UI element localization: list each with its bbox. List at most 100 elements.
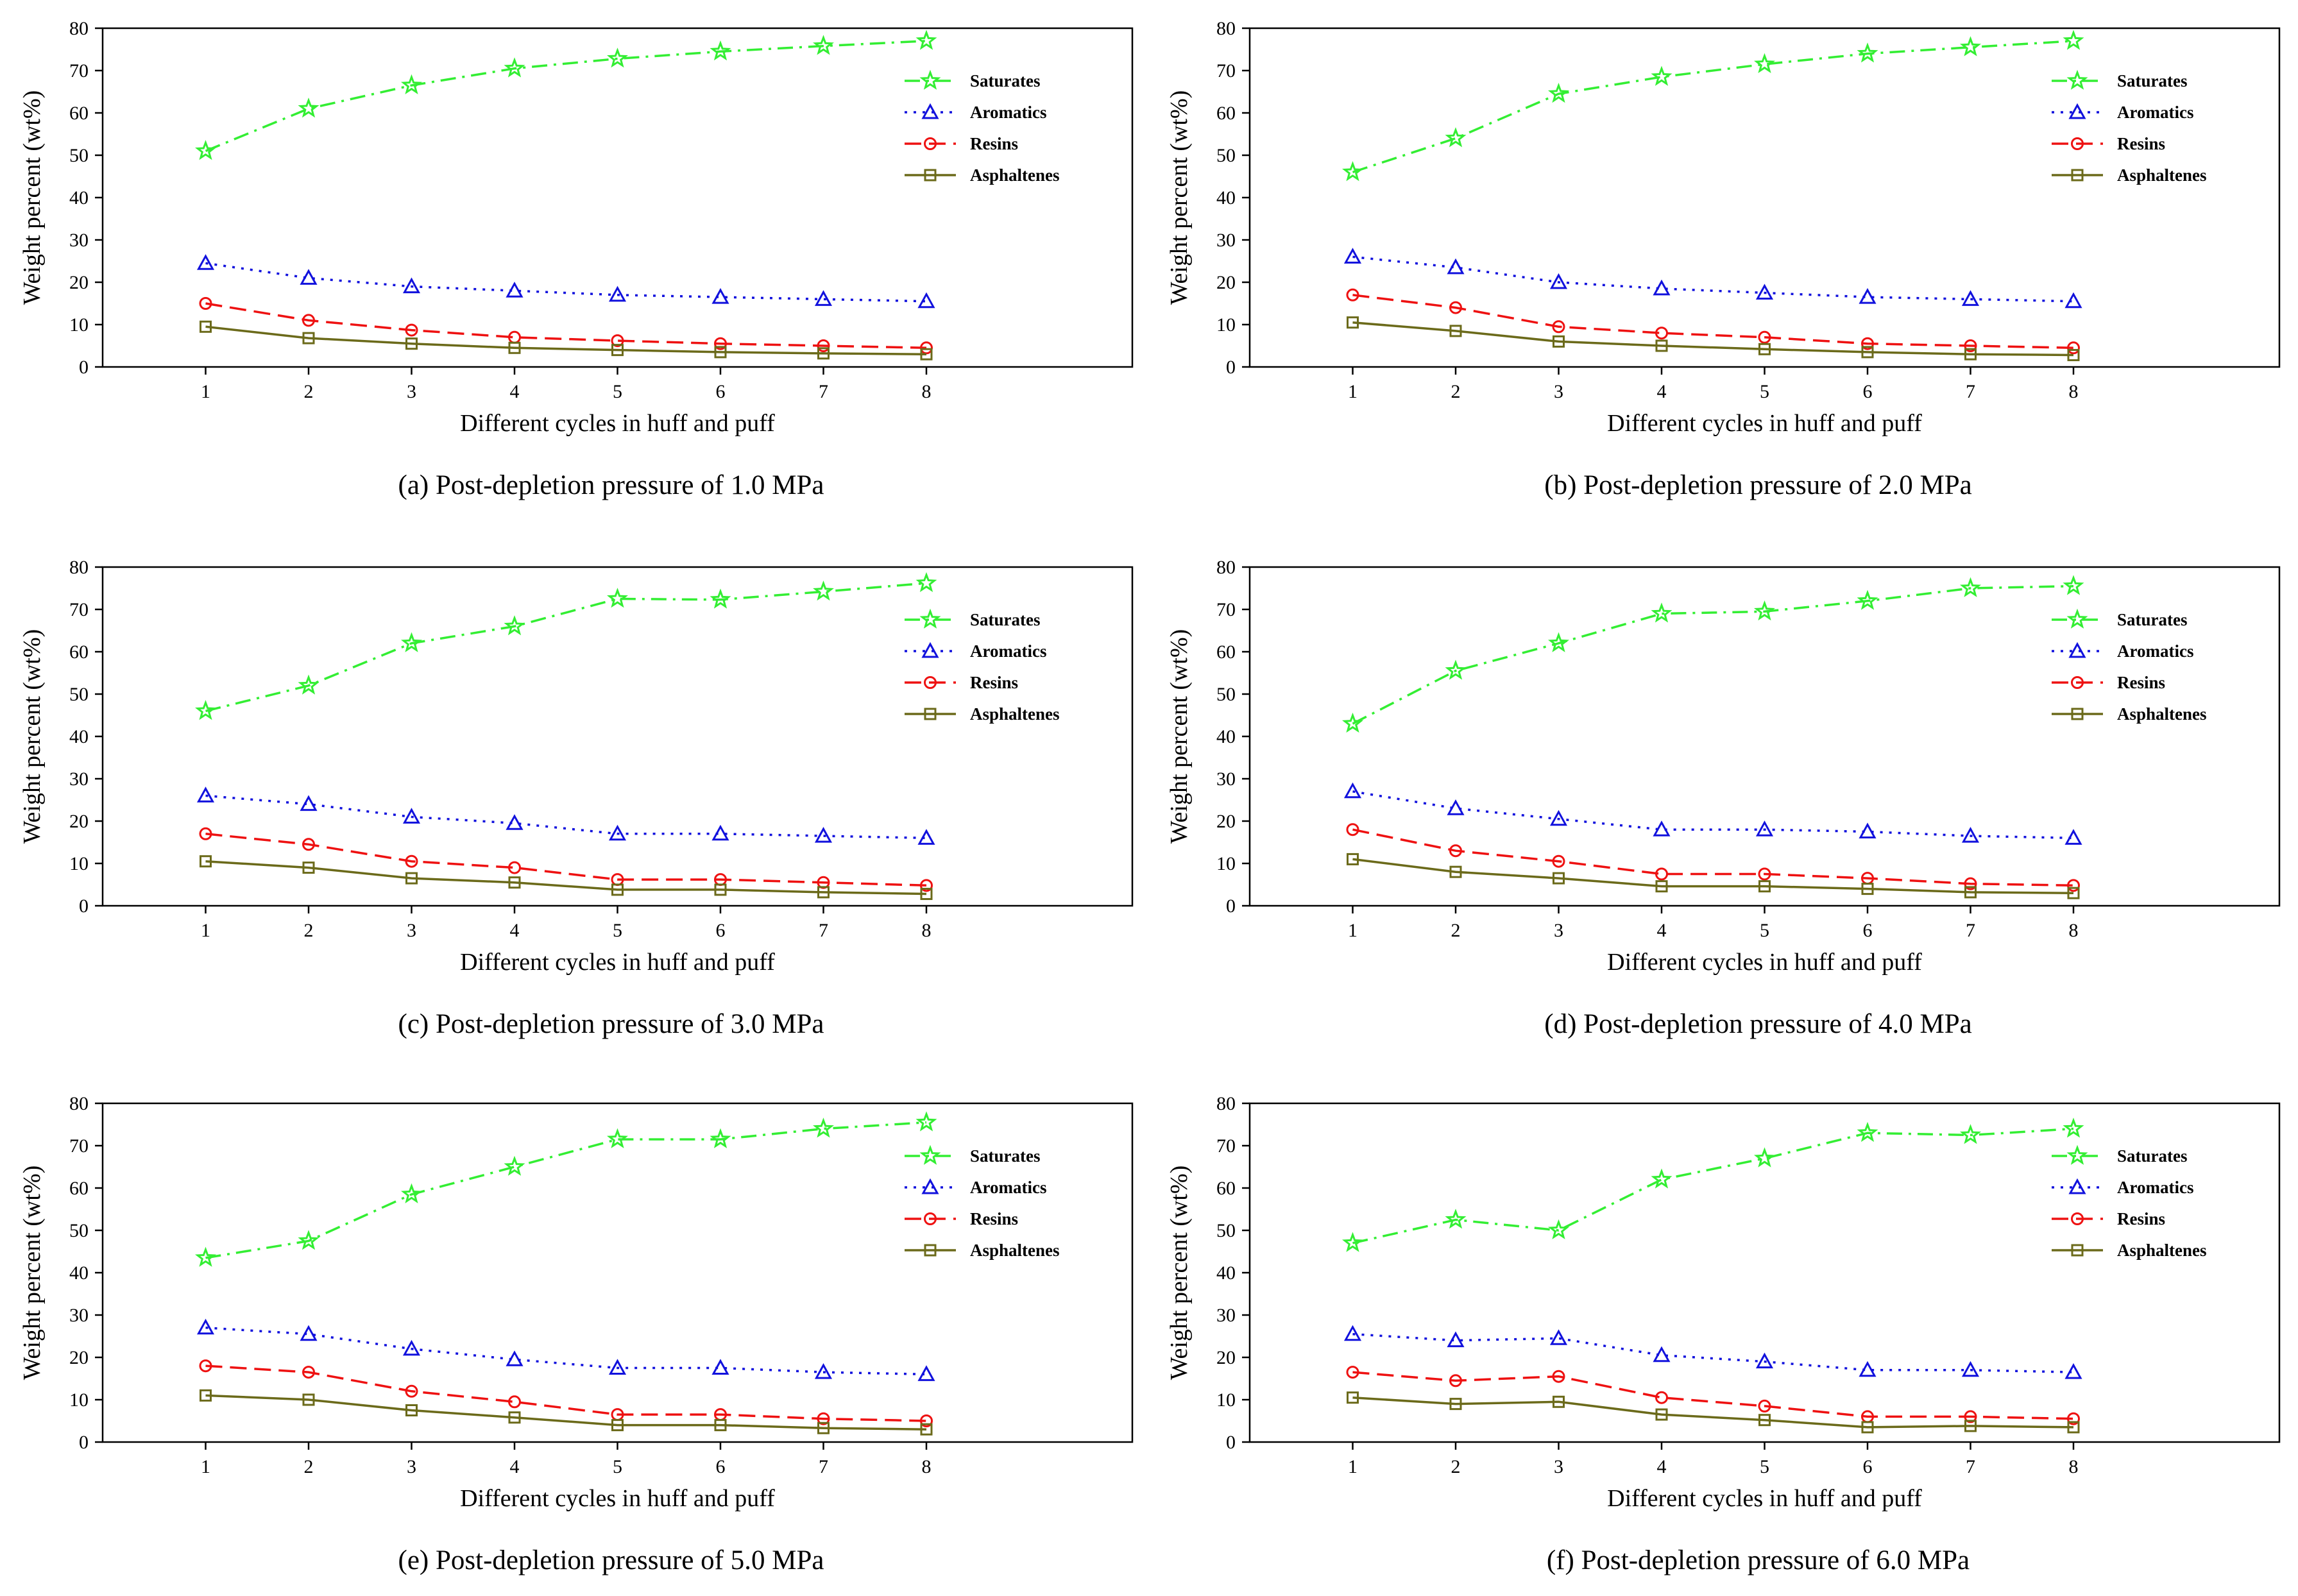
x-tick-label: 1 <box>1348 381 1358 402</box>
y-tick-label: 50 <box>69 684 89 705</box>
data-point-saturates <box>1754 53 1775 74</box>
data-point-saturates <box>1960 577 1981 597</box>
data-point-aromatics <box>1653 279 1671 296</box>
x-tick-label: 8 <box>922 381 932 402</box>
x-tick-label: 6 <box>716 381 726 402</box>
y-tick-label: 0 <box>79 1432 89 1453</box>
x-tick-label: 3 <box>407 381 416 402</box>
data-point-asphaltenes <box>1553 1395 1565 1408</box>
x-tick-label: 2 <box>1451 920 1461 941</box>
data-point-asphaltenes <box>1449 1398 1462 1411</box>
x-tick-label: 6 <box>716 1456 726 1477</box>
y-tick-label: 30 <box>69 1305 89 1326</box>
legend-label-aromatics: Aromatics <box>970 103 1046 122</box>
legend-marker-asphaltenes <box>924 708 937 720</box>
data-point-aromatics <box>814 1363 833 1379</box>
x-tick-label: 5 <box>1760 1456 1769 1477</box>
x-tick-label: 1 <box>1348 920 1358 941</box>
y-tick-label: 30 <box>1216 768 1236 790</box>
x-tick-label: 3 <box>407 1456 416 1477</box>
y-tick-label: 20 <box>1216 272 1236 293</box>
data-point-saturates <box>298 1230 319 1250</box>
data-point-asphaltenes <box>1758 343 1771 355</box>
y-tick-label: 20 <box>1216 1347 1236 1368</box>
data-point-resins <box>817 1412 830 1425</box>
data-point-saturates <box>2063 30 2084 50</box>
legend-label-aromatics: Aromatics <box>970 1178 1046 1197</box>
data-point-asphaltenes <box>405 872 418 885</box>
y-tick-label: 30 <box>69 230 89 251</box>
data-point-resins <box>1655 867 1668 881</box>
data-point-asphaltenes <box>1347 853 1359 865</box>
y-tick-label: 0 <box>79 357 89 378</box>
data-point-saturates <box>1445 1209 1467 1229</box>
data-point-saturates <box>1445 127 1467 148</box>
data-point-aromatics <box>1755 820 1774 836</box>
series-line-asphaltenes <box>1352 858 2074 894</box>
legend-marker-asphaltenes <box>2071 708 2084 720</box>
data-point-saturates <box>298 98 319 118</box>
series-line-asphaltenes <box>205 860 927 896</box>
data-point-asphaltenes <box>2067 887 2080 899</box>
data-point-resins <box>1758 867 1771 881</box>
x-tick-label: 5 <box>1760 920 1769 941</box>
y-tick-label: 30 <box>69 768 89 790</box>
y-tick-label: 0 <box>1226 357 1236 378</box>
data-point-aromatics <box>608 285 627 302</box>
data-point-resins <box>1346 823 1359 836</box>
data-point-asphaltenes <box>1655 1408 1668 1421</box>
data-point-aromatics <box>814 290 833 306</box>
legend-marker-saturates <box>919 69 941 90</box>
data-point-resins <box>1346 1366 1359 1379</box>
data-point-resins <box>2067 1412 2080 1425</box>
y-axis-label: Weight percent (wt%) <box>1166 629 1193 844</box>
x-tick-label: 1 <box>201 920 210 941</box>
legend-label-aromatics: Aromatics <box>2117 103 2193 122</box>
y-tick-label: 70 <box>69 60 89 81</box>
y-tick-label: 80 <box>69 557 89 578</box>
data-point-asphaltenes <box>817 1422 830 1434</box>
data-point-saturates <box>607 1128 628 1149</box>
data-point-saturates <box>1342 161 1363 182</box>
data-point-asphaltenes <box>200 1389 212 1402</box>
data-point-asphaltenes <box>1964 886 1977 899</box>
data-point-aromatics <box>917 292 935 309</box>
legend-marker-resins <box>924 137 937 150</box>
series-line-aromatics <box>1352 1332 2074 1373</box>
legend-marker-aromatics <box>2068 641 2086 658</box>
x-tick-label: 3 <box>407 920 416 941</box>
data-point-resins <box>1346 288 1359 301</box>
legend-label-asphaltenes: Asphaltenes <box>970 704 1060 724</box>
x-tick-label: 8 <box>922 920 932 941</box>
data-point-saturates <box>401 1183 422 1203</box>
data-point-resins <box>302 838 315 851</box>
data-point-asphaltenes <box>714 1419 727 1432</box>
data-point-aromatics <box>1755 284 1774 300</box>
x-tick-label: 1 <box>201 1456 210 1477</box>
data-point-aromatics <box>1447 1331 1465 1348</box>
y-tick-label: 10 <box>69 314 89 335</box>
data-point-saturates <box>1651 65 1672 86</box>
legend-label-asphaltenes: Asphaltenes <box>2117 1241 2207 1260</box>
data-point-aromatics <box>711 287 729 304</box>
data-point-aromatics <box>1447 799 1465 815</box>
data-point-asphaltenes <box>1861 883 1874 896</box>
legend-marker-saturates <box>2066 608 2088 629</box>
data-point-saturates <box>1651 1168 1672 1189</box>
data-point-resins <box>714 337 727 350</box>
y-axis-label: Weight percent (wt%) <box>19 90 46 305</box>
data-point-resins <box>199 1359 212 1373</box>
series-line-saturates <box>205 40 927 153</box>
legend-label-asphaltenes: Asphaltenes <box>2117 166 2207 185</box>
data-point-saturates <box>813 35 834 55</box>
legend-marker-asphaltenes <box>924 1244 937 1257</box>
legend-marker-resins <box>2071 137 2084 150</box>
data-point-asphaltenes <box>714 883 727 896</box>
data-point-resins <box>2067 341 2080 355</box>
data-point-aromatics <box>1343 248 1362 264</box>
data-point-saturates <box>298 674 319 695</box>
data-point-resins <box>508 1395 521 1409</box>
x-tick-label: 2 <box>304 381 314 402</box>
data-point-aromatics <box>1961 826 1980 843</box>
y-tick-label: 20 <box>69 1347 89 1368</box>
